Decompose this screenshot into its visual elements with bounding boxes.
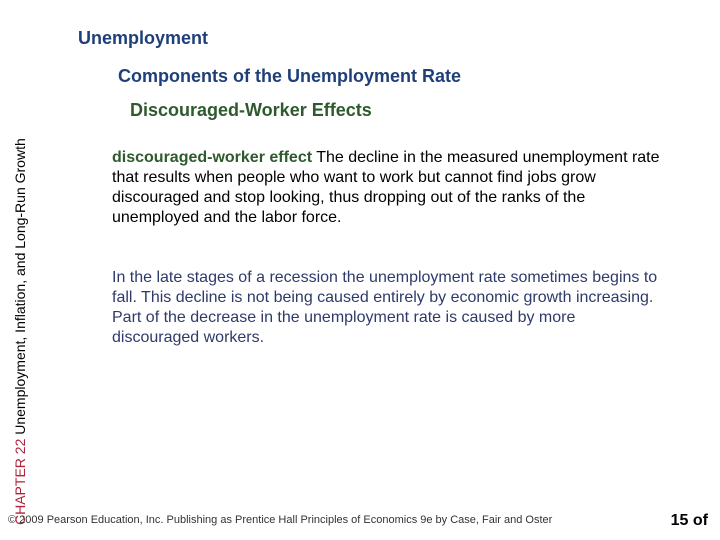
chapter-number: CHAPTER 22 [12, 439, 28, 525]
page-subsubtitle: Discouraged-Worker Effects [130, 100, 372, 121]
slide-page: Unemployment Components of the Unemploym… [0, 0, 720, 540]
chapter-sidebar: CHAPTER 22 Unemployment, Inflation, and … [12, 75, 28, 525]
page-number: 15 of [671, 512, 708, 530]
copyright-footer: © 2009 Pearson Education, Inc. Publishin… [8, 514, 552, 526]
explanation-paragraph: In the late stages of a recession the un… [112, 268, 662, 348]
page-subtitle: Components of the Unemployment Rate [118, 66, 461, 87]
definition-paragraph: discouraged-worker effect The decline in… [112, 148, 662, 228]
vocab-term: discouraged-worker effect [112, 149, 312, 166]
chapter-title-text: Unemployment, Inflation, and Long-Run Gr… [12, 138, 28, 435]
page-title: Unemployment [78, 28, 208, 49]
